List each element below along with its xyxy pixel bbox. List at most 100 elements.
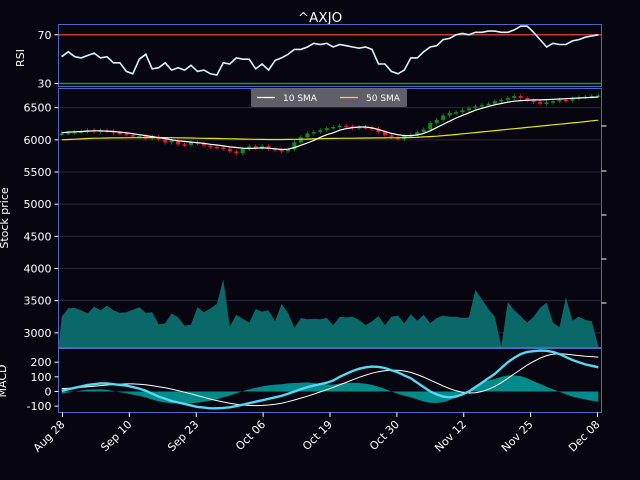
candle [596, 95, 601, 97]
candle [234, 151, 239, 154]
price-ytick-label: 3500 [24, 295, 52, 308]
candle [130, 134, 135, 137]
candle [428, 123, 433, 130]
candle [389, 135, 394, 138]
price-ytick-label: 4500 [24, 230, 52, 243]
candle [286, 149, 290, 152]
candle [273, 148, 277, 151]
price-ytick-label: 5500 [24, 166, 52, 179]
candle [260, 146, 265, 148]
candle [363, 127, 368, 129]
candle [382, 132, 387, 136]
legend-label-10sma: 10 SMA [283, 94, 318, 104]
candle [454, 112, 458, 114]
macd-ytick-label: 200 [31, 356, 52, 369]
candle [201, 143, 206, 146]
candle [163, 139, 168, 143]
candle [318, 130, 323, 133]
legend: 10 SMA 50 SMA [251, 88, 407, 107]
legend-box [251, 88, 407, 107]
macd-signal-line [61, 353, 599, 407]
price-ytick-label: 5000 [24, 198, 52, 211]
candle [499, 99, 504, 102]
candle [551, 101, 555, 103]
x-tick-label: Oct 30 [367, 418, 402, 453]
candle [505, 98, 510, 100]
candle [208, 145, 213, 148]
rsi-panel: RSI 30 70 [14, 24, 602, 91]
candle [376, 128, 381, 133]
candle [59, 133, 64, 135]
candle [357, 127, 362, 129]
candle [298, 137, 303, 143]
price-ytick-label: 6500 [24, 102, 52, 115]
price-ylabel: Stock price [0, 187, 11, 249]
candle [544, 102, 549, 104]
candle [492, 101, 497, 104]
candle [331, 127, 336, 129]
candle [247, 146, 252, 149]
rsi-ylabel: RSI [14, 49, 27, 67]
price-panel: Stock price 3000 3500 4000 4500 5000 5500 6000… [0, 88, 607, 348]
candle [117, 132, 122, 135]
price-ytick-label: 4000 [24, 263, 52, 276]
candle [421, 129, 426, 133]
rsi-ytick-label: 70 [38, 29, 52, 42]
candle [460, 110, 465, 113]
candle [518, 96, 523, 98]
price-ytick-label: 6000 [24, 134, 52, 147]
candle [305, 133, 310, 138]
x-tick-label: Oct 06 [233, 418, 268, 453]
candle [415, 132, 420, 135]
candle [182, 144, 187, 146]
candle [434, 119, 439, 124]
candle [240, 148, 245, 154]
candle [570, 98, 575, 101]
macd-ytick-label: 100 [31, 371, 52, 384]
candle [525, 98, 530, 101]
candle [441, 115, 446, 120]
x-tick-label: Nov 12 [432, 418, 469, 455]
x-tick-label: Nov 25 [499, 418, 536, 455]
candle [292, 142, 297, 150]
x-tick-label: Oct 19 [300, 418, 335, 453]
candle [324, 128, 329, 131]
candle [344, 125, 349, 128]
rsi-ytick-label: 30 [38, 78, 52, 91]
candle [124, 133, 129, 135]
candle [479, 105, 484, 107]
rsi-panel-frame [58, 24, 602, 87]
x-tick-label: Sep 23 [165, 418, 201, 454]
candle [512, 96, 517, 98]
candle [169, 140, 174, 143]
candle [557, 99, 562, 102]
price-ytick-label: 3000 [24, 327, 52, 340]
candle [538, 101, 543, 104]
candle [473, 106, 478, 109]
candle [79, 131, 84, 133]
candle [531, 100, 536, 103]
candle [176, 140, 181, 145]
candle [72, 132, 77, 134]
candle [137, 136, 142, 138]
candle [447, 112, 452, 116]
candle [486, 103, 491, 106]
macd-line [61, 349, 599, 410]
macd-ytick-label: -100 [27, 400, 52, 413]
x-tick-label: Dec 08 [566, 418, 603, 455]
macd-ylabel: MACD [0, 365, 9, 398]
rsi-line [61, 25, 599, 76]
candle [467, 108, 471, 111]
macd-ytick-label: 0 [45, 385, 52, 398]
sma50-line [61, 119, 599, 141]
candle [253, 146, 258, 148]
candle [279, 150, 284, 152]
macd-histogram [61, 375, 599, 404]
candle [227, 148, 232, 152]
volume-area [58, 279, 599, 347]
x-tick-label: Sep 10 [98, 418, 134, 454]
candle [563, 99, 568, 102]
candle [214, 146, 219, 149]
